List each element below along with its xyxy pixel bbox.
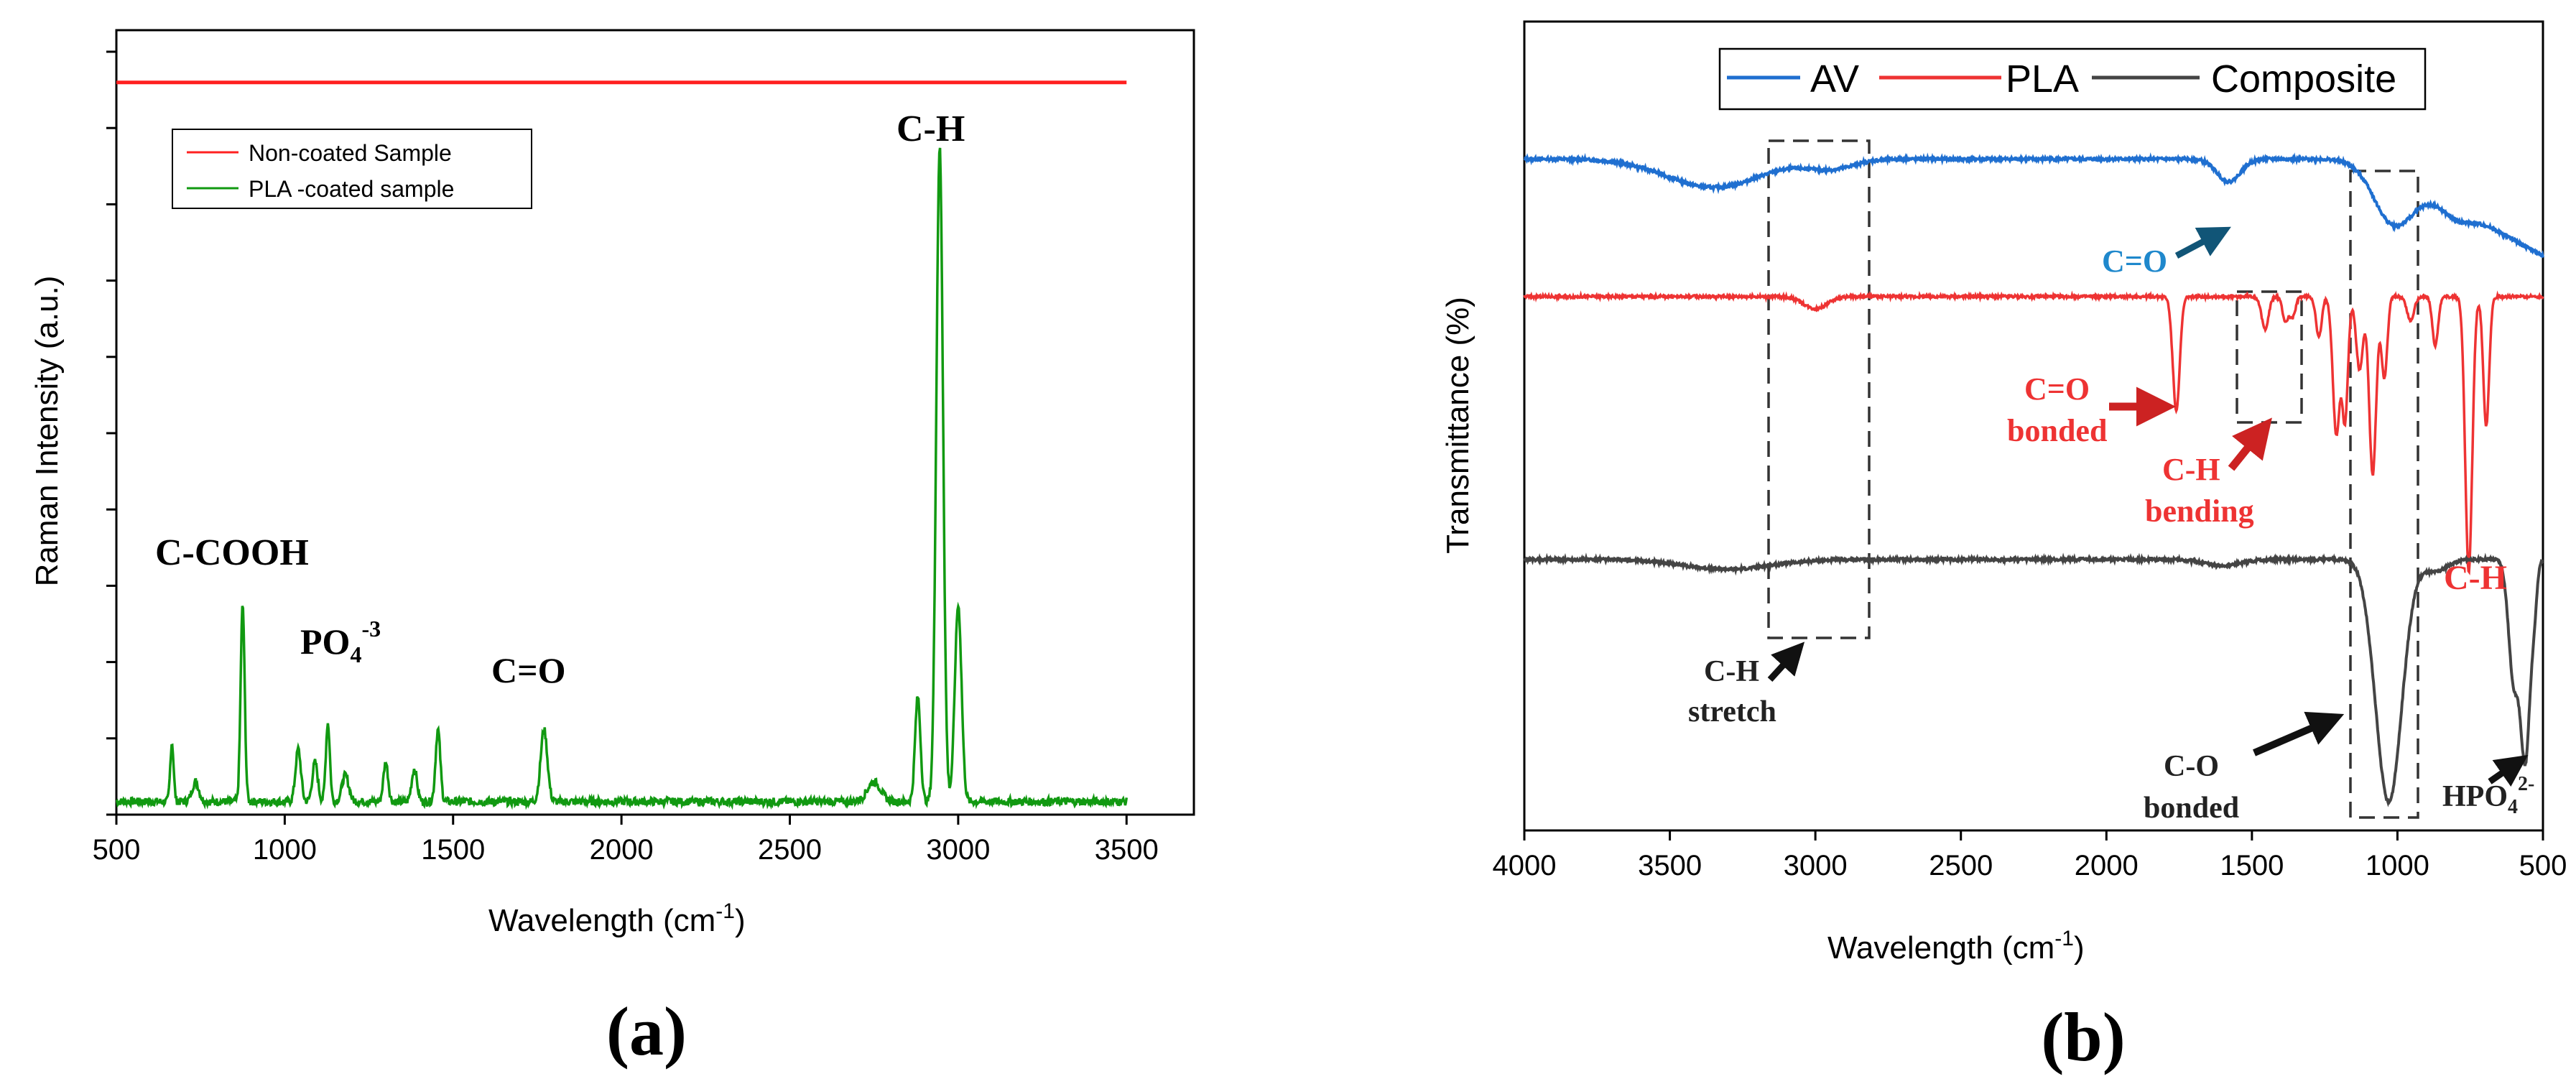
- chart-b-box-co-bonded: [2349, 170, 2419, 819]
- chart-b-line-av: [1523, 152, 2544, 259]
- chart-a-legend: Non-coated Sample PLA -coated sample: [172, 129, 532, 209]
- chart-a-line-pla-coated: [115, 147, 1129, 810]
- chart-a-y-axis-title: Raman Intensity (a.u.): [29, 276, 65, 587]
- chart-b: 4000 3500 3000 2500 2000 1500 1000 500 AV PLA C…: [1440, 20, 2567, 1075]
- chart-a-x-axis-title: Wavelength (cm-1): [488, 899, 746, 938]
- chart-b-line-pla: [1523, 290, 2544, 575]
- chart-a-legend-box: [172, 129, 532, 209]
- chart-b-x-tick-label: 3000: [1784, 850, 1848, 881]
- chart-b-arrow-ch-bending: [2228, 417, 2272, 471]
- chart-b-annotation-pla-bonded: bonded: [2007, 413, 2107, 448]
- chart-b-annotation-ch-red: C-H: [2444, 559, 2507, 597]
- chart-a-annotation-c-o: C=O: [491, 650, 566, 690]
- chart-a: 500 1000 1500 2000 2500 3000 3500 Non-coated S…: [29, 29, 1195, 1070]
- chart-a-annotation-po4: PO4-3: [300, 616, 381, 667]
- chart-b-x-tick-label: 3500: [1638, 850, 1702, 881]
- chart-b-series-pla: [1523, 290, 2544, 575]
- chart-b-x-tick-label: 500: [2519, 850, 2567, 881]
- chart-b-line-composite: [1523, 552, 2544, 807]
- chart-b-arrow-ch-stretch: [1767, 642, 1805, 682]
- chart-b-y-axis-title: Transmittance (%): [1440, 297, 1475, 554]
- chart-b-series-composite: [1523, 552, 2544, 807]
- chart-b-legend-label-composite: Composite: [2211, 57, 2396, 101]
- chart-b-annotation-ch-bending-1: C-H: [2162, 452, 2220, 487]
- chart-b-annotation-ch-stretch-1: C-H: [1704, 655, 1759, 688]
- chart-a-annotation-c-h: C-H: [896, 108, 965, 149]
- chart-b-legend: AV PLA Composite: [1718, 47, 2427, 111]
- chart-a-x-ticks: 500 1000 1500 2000 2500 3000 3500: [93, 815, 1159, 866]
- chart-b-annotation-av-c-o: C=O: [2102, 244, 2167, 279]
- chart-b-x-tick-label: 1500: [2220, 850, 2284, 881]
- chart-a-x-tick-label: 2500: [758, 834, 822, 866]
- chart-a-legend-label-non-coated: Non-coated Sample: [249, 140, 452, 166]
- panel-label-b: (b): [2041, 999, 2125, 1075]
- chart-b-legend-label-pla: PLA: [2006, 57, 2079, 101]
- chart-a-x-tick-label: 3500: [1095, 834, 1159, 866]
- chart-b-annotation-pla-c-o: C=O: [2024, 371, 2090, 407]
- chart-b-annotation-hpo4: HPO42-: [2442, 773, 2534, 818]
- chart-b-series-av: [1523, 152, 2544, 259]
- chart-b-annotation-ch-stretch-2: stretch: [1688, 695, 1776, 728]
- chart-b-x-tick-label: 1000: [2366, 850, 2429, 881]
- chart-b-arrow-co-bonded: [2253, 711, 2345, 756]
- panel-label-a: (a): [606, 993, 687, 1070]
- chart-a-x-tick-label: 500: [93, 834, 141, 866]
- chart-b-arrow-hpo4: [2488, 754, 2529, 787]
- chart-a-legend-label-pla-coated: PLA -coated sample: [249, 176, 454, 202]
- chart-b-frame: [1523, 20, 2544, 832]
- chart-a-x-tick-label: 2000: [590, 834, 654, 866]
- chart-b-box-ch-stretch: [1767, 139, 1871, 639]
- chart-a-annotation-c-cooh: C-COOH: [155, 532, 309, 573]
- chart-a-frame: [115, 29, 1195, 816]
- chart-b-x-axis-title: Wavelength (cm-1): [1827, 927, 2085, 965]
- chart-a-x-tick-label: 1500: [421, 834, 485, 866]
- chart-a-x-tick-label: 3000: [926, 834, 990, 866]
- chart-b-legend-label-av: AV: [1810, 57, 1859, 101]
- chart-a-y-ticks: [106, 50, 116, 816]
- chart-a-series-pla-coated: [115, 147, 1129, 810]
- chart-b-x-tick-label: 2000: [2075, 850, 2139, 881]
- chart-b-legend-box: [1718, 47, 2427, 111]
- chart-b-annotation-co-bonded-2: bonded: [2144, 792, 2239, 825]
- chart-b-annotation-ch-bending-2: bending: [2145, 494, 2254, 529]
- chart-b-annotation-co-bonded-1: C-O: [2164, 750, 2219, 783]
- chart-b-x-tick-label: 2500: [1929, 850, 1993, 881]
- chart-b-arrow-av-c-o: [2174, 226, 2231, 259]
- chart-b-x-ticks: 4000 3500 3000 2500 2000 1500 1000 500: [1493, 830, 2567, 881]
- chart-a-x-tick-label: 1000: [253, 834, 317, 866]
- chart-b-x-tick-label: 4000: [1493, 850, 1557, 881]
